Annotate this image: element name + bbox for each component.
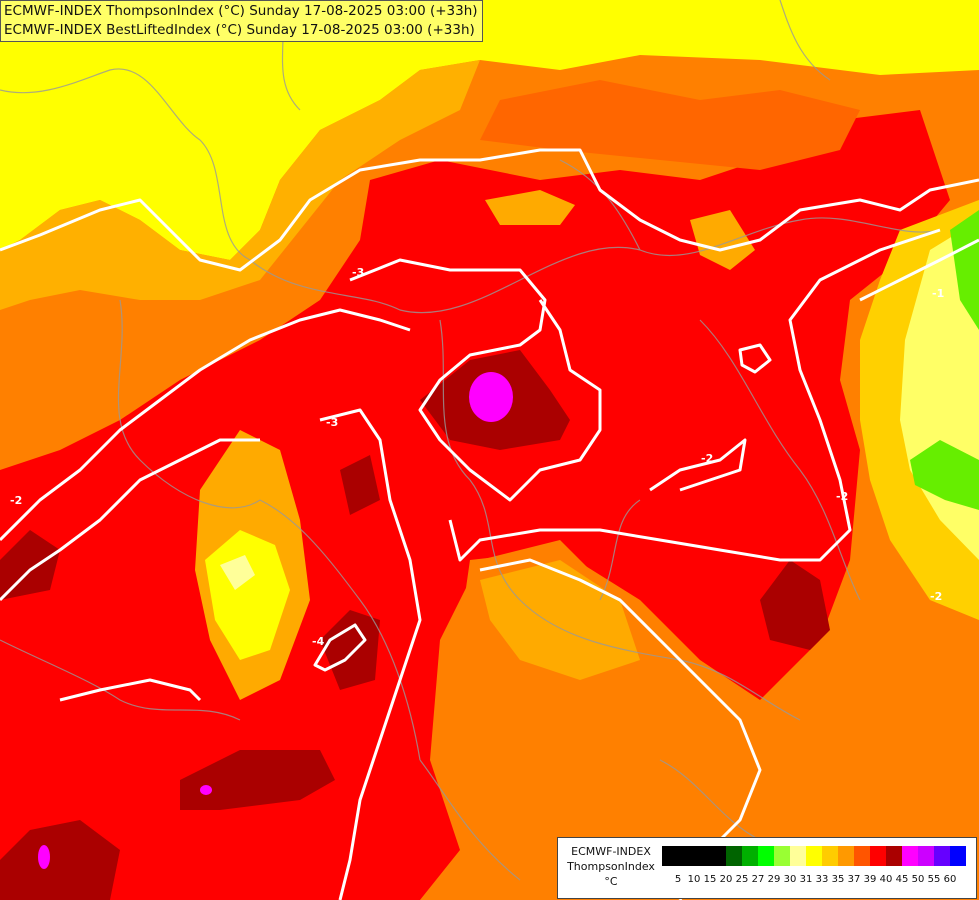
- legend-swatch: [790, 846, 806, 866]
- legend-tick-label: 39: [863, 874, 877, 885]
- contour-south-loop: [479, 558, 762, 900]
- contour-minus-3-mid: [319, 408, 422, 900]
- green-region-east: [950, 210, 979, 330]
- legend-tick-label: 37: [847, 874, 861, 885]
- contour-minus-4: [313, 623, 367, 672]
- legend-swatch: [662, 846, 678, 866]
- legend-swatches: [662, 846, 966, 866]
- legend-title: ECMWF-INDEX ThompsonIndex °C: [562, 844, 660, 889]
- country-borders: [0, 0, 941, 881]
- legend-swatch: [838, 846, 854, 866]
- contour-minus-2-east: [649, 438, 747, 492]
- magenta-spot-south: [200, 785, 212, 795]
- legend-swatch: [806, 846, 822, 866]
- dark-red-region-southwest: [320, 610, 380, 690]
- legend-tick-label: 25: [735, 874, 749, 885]
- contour-minus-1-east: [859, 238, 979, 302]
- legend-swatch: [822, 846, 838, 866]
- legend-swatch: [934, 846, 950, 866]
- contour-label: -2: [10, 494, 22, 507]
- legend-swatch: [678, 846, 694, 866]
- contour-minus-2-southeast: [448, 228, 941, 562]
- dark-red-region-southwest-corner: [0, 820, 120, 900]
- legend-swatch: [758, 846, 774, 866]
- contour-minus-3-north: [0, 148, 979, 272]
- legend-variable: ThompsonIndex: [567, 860, 655, 873]
- legend-swatch: [886, 846, 902, 866]
- contour-label: -2: [930, 590, 942, 603]
- legend-ticks: 5 10 15 20 25 27 29 30 31 33 35 37 39 40 45 50 55 60: [662, 874, 972, 890]
- legend-swatch: [870, 846, 886, 866]
- light-orange-region-northeast: [690, 210, 755, 270]
- legend-unit: °C: [604, 875, 618, 888]
- yellow-region-top: [0, 0, 979, 260]
- red-region-center: [0, 110, 950, 900]
- dark-red-region-south: [180, 750, 335, 810]
- contour-east-lobe: [738, 343, 772, 374]
- legend-tick-label: 50: [911, 874, 925, 885]
- legend-swatch: [742, 846, 758, 866]
- legend-tick-label: 45: [895, 874, 909, 885]
- legend-swatch: [710, 846, 726, 866]
- dark-red-region-mid: [340, 455, 380, 515]
- legend-tick-label: 40: [879, 874, 893, 885]
- contour-label: -1: [932, 287, 944, 300]
- legend-tick-label: 5: [674, 874, 682, 885]
- contour-label: -2: [836, 490, 848, 503]
- legend-tick-label: 20: [719, 874, 733, 885]
- green-region-east-2: [910, 440, 979, 510]
- legend-source: ECMWF-INDEX: [571, 845, 651, 858]
- light-yellow-region-west: [220, 555, 255, 590]
- legend-swatch: [918, 846, 934, 866]
- legend-swatch: [774, 846, 790, 866]
- legend-tick-label: 15: [703, 874, 717, 885]
- legend-tick-label: 27: [751, 874, 765, 885]
- contour-label: -2: [701, 452, 713, 465]
- contour-label: -4: [312, 635, 325, 648]
- map-title-lifted: ECMWF-INDEX BestLiftedIndex (°C) Sunday …: [4, 22, 475, 38]
- legend-swatch: [726, 846, 742, 866]
- contour-label: -3: [352, 266, 364, 279]
- contour-minus-2-west: [0, 308, 411, 542]
- legend-tick-label: 33: [815, 874, 829, 885]
- legend-tick-label: 35: [831, 874, 845, 885]
- dark-red-region-west: [0, 530, 60, 600]
- legend-tick-label: 60: [943, 874, 957, 885]
- legend-swatch: [950, 846, 966, 866]
- legend-swatch: [902, 846, 918, 866]
- legend-swatch: [694, 846, 710, 866]
- legend-swatch: [854, 846, 870, 866]
- legend-tick-label: 10: [687, 874, 701, 885]
- contour-southwest-line: [59, 678, 202, 702]
- contour-minus-2-southwest: [0, 438, 260, 602]
- light-orange-region-north: [485, 190, 575, 225]
- color-legend: ECMWF-INDEX ThompsonIndex °C 5 10 15 20 25 27…: [557, 837, 977, 899]
- map-title-thompson: ECMWF-INDEX ThompsonIndex (°C) Sunday 17…: [4, 3, 478, 19]
- legend-tick-label: 29: [767, 874, 781, 885]
- map-title-box: ECMWF-INDEX ThompsonIndex (°C) Sunday 17…: [0, 0, 483, 42]
- light-orange-region-top: [0, 60, 480, 310]
- legend-tick-label: 30: [783, 874, 797, 885]
- legend-tick-label: 31: [799, 874, 813, 885]
- magenta-spot-center: [469, 372, 513, 422]
- lifted-index-contours: [0, 148, 979, 900]
- legend-tick-label: 55: [927, 874, 941, 885]
- contour-minus-3-center: [349, 258, 602, 502]
- dark-red-region-southeast: [760, 560, 830, 650]
- magenta-spot-southwest: [38, 845, 50, 869]
- orange-region-north: [480, 80, 860, 170]
- contour-label: -3: [326, 416, 338, 429]
